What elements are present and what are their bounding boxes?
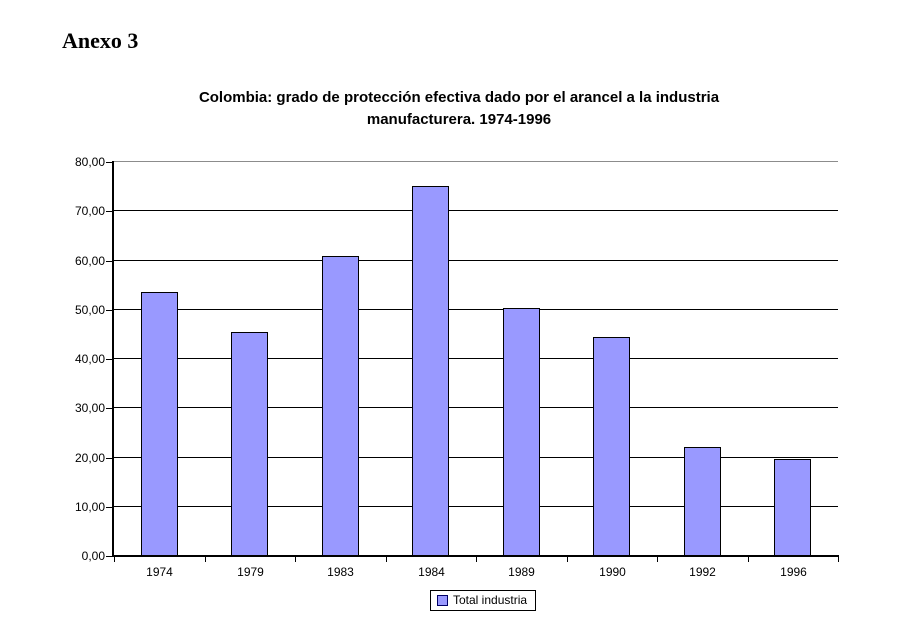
x-tick-label: 1990 bbox=[599, 565, 626, 579]
legend: Total industria bbox=[430, 590, 537, 611]
x-tick-label: 1992 bbox=[689, 565, 716, 579]
y-tick-label: 10,00 bbox=[74, 500, 105, 514]
y-tick-label: 60,00 bbox=[74, 254, 105, 268]
gridline bbox=[114, 407, 838, 409]
bar-1996 bbox=[774, 459, 811, 556]
bar-1990 bbox=[593, 337, 630, 556]
bar-1974 bbox=[141, 292, 178, 556]
y-tick-mark bbox=[106, 162, 112, 163]
chart-title: Colombia: grado de protección efectiva d… bbox=[0, 87, 918, 131]
page-title: Anexo 3 bbox=[62, 28, 139, 53]
y-tick-mark bbox=[106, 359, 112, 360]
x-tick-mark bbox=[567, 557, 568, 562]
x-tick-label: 1979 bbox=[237, 565, 264, 579]
y-tick-label: 70,00 bbox=[74, 204, 105, 218]
legend-label: Total industria bbox=[453, 593, 528, 607]
y-tick-label: 80,00 bbox=[74, 155, 105, 169]
x-tick-mark bbox=[476, 557, 477, 562]
x-tick-mark bbox=[748, 557, 749, 562]
series-swatch-icon bbox=[437, 595, 448, 606]
x-tick-label: 1983 bbox=[327, 565, 354, 579]
y-tick-label: 50,00 bbox=[74, 303, 105, 317]
y-tick-mark bbox=[106, 408, 112, 409]
gridline bbox=[114, 308, 838, 310]
x-tick-mark bbox=[295, 557, 296, 562]
bar-1984 bbox=[412, 186, 449, 556]
y-tick-mark bbox=[106, 211, 112, 212]
y-tick-mark bbox=[106, 261, 112, 262]
gridline bbox=[114, 210, 838, 212]
y-axis-line bbox=[112, 161, 114, 557]
x-tick-label: 1984 bbox=[418, 565, 445, 579]
chart-title-line1: Colombia: grado de protección efectiva d… bbox=[198, 89, 720, 106]
gridline bbox=[114, 259, 838, 261]
bar-1989 bbox=[503, 308, 540, 556]
y-tick-mark bbox=[106, 507, 112, 508]
y-tick-label: 40,00 bbox=[74, 352, 105, 366]
x-axis-line bbox=[112, 555, 839, 557]
y-tick-mark bbox=[106, 310, 112, 311]
y-tick-label: 30,00 bbox=[74, 401, 105, 415]
gridline bbox=[114, 505, 838, 507]
x-tick-mark bbox=[657, 557, 658, 562]
gridline bbox=[114, 456, 838, 458]
y-tick-label: 0,00 bbox=[81, 549, 105, 563]
x-tick-label: 1974 bbox=[146, 565, 173, 579]
bar-1979 bbox=[231, 332, 268, 556]
gridline bbox=[114, 358, 838, 359]
chart-title-line2: manufacturera. 1974-1996 bbox=[366, 111, 552, 128]
y-tick-mark bbox=[106, 556, 112, 557]
x-tick-mark bbox=[114, 557, 115, 562]
plot-area bbox=[114, 162, 838, 556]
x-tick-mark bbox=[205, 557, 206, 562]
y-tick-label: 20,00 bbox=[74, 451, 105, 465]
x-tick-label: 1989 bbox=[508, 565, 535, 579]
x-tick-mark bbox=[386, 557, 387, 562]
x-tick-label: 1996 bbox=[780, 565, 807, 579]
x-tick-mark bbox=[838, 557, 839, 562]
y-tick-mark bbox=[106, 458, 112, 459]
bar-1992 bbox=[684, 447, 721, 556]
bar-1983 bbox=[322, 256, 359, 556]
